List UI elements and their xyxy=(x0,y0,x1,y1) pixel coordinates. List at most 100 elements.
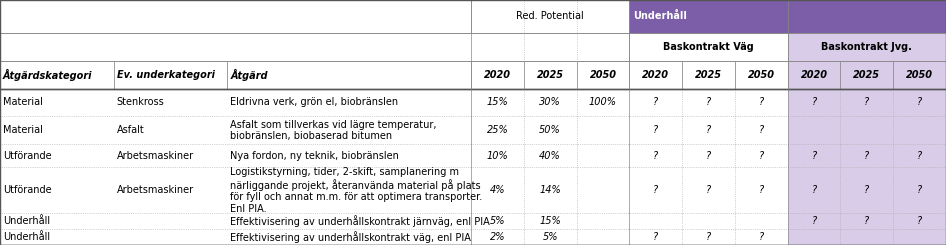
Bar xyxy=(0,167,114,213)
Text: Arbetsmaskiner: Arbetsmaskiner xyxy=(116,185,194,196)
Text: Material: Material xyxy=(3,125,43,135)
Bar xyxy=(735,116,788,144)
Bar xyxy=(524,144,576,167)
Bar xyxy=(576,167,629,213)
Bar xyxy=(629,229,682,245)
Bar xyxy=(524,229,576,245)
Bar xyxy=(576,88,629,116)
Bar xyxy=(524,61,576,88)
Bar xyxy=(114,88,227,116)
Bar xyxy=(788,88,840,116)
Bar xyxy=(576,213,629,229)
Bar xyxy=(0,213,114,229)
Text: Material: Material xyxy=(3,98,43,108)
Text: Ev. underkategori: Ev. underkategori xyxy=(116,70,215,80)
Bar xyxy=(682,88,735,116)
Text: ?: ? xyxy=(865,185,869,196)
Bar xyxy=(893,61,946,88)
Bar xyxy=(576,61,629,88)
Bar xyxy=(788,213,840,229)
Text: ?: ? xyxy=(812,151,816,161)
Text: ?: ? xyxy=(812,98,816,108)
Text: ?: ? xyxy=(759,185,763,196)
Bar xyxy=(227,116,471,144)
Bar xyxy=(893,229,946,245)
Text: ?: ? xyxy=(759,232,763,242)
Bar xyxy=(893,116,946,144)
Text: Åtgärdskategori: Åtgärdskategori xyxy=(3,69,93,81)
Bar xyxy=(227,213,471,229)
Text: ?: ? xyxy=(706,151,711,161)
Bar xyxy=(840,167,893,213)
Text: ?: ? xyxy=(917,185,922,196)
Bar xyxy=(629,144,682,167)
Bar xyxy=(114,167,227,213)
Text: 10%: 10% xyxy=(486,151,508,161)
Text: ?: ? xyxy=(865,98,869,108)
Bar xyxy=(840,116,893,144)
Bar xyxy=(524,88,576,116)
Bar xyxy=(682,229,735,245)
Text: ?: ? xyxy=(917,98,922,108)
Bar xyxy=(471,167,524,213)
Text: 5%: 5% xyxy=(542,232,558,242)
Text: ?: ? xyxy=(759,151,763,161)
Text: ?: ? xyxy=(865,151,869,161)
Text: ?: ? xyxy=(917,216,922,226)
Bar xyxy=(471,213,524,229)
Bar xyxy=(735,167,788,213)
Text: 2020: 2020 xyxy=(642,70,669,80)
Bar xyxy=(227,144,471,167)
Bar xyxy=(114,213,227,229)
Text: Utförande: Utförande xyxy=(3,185,51,196)
Text: ?: ? xyxy=(865,216,869,226)
Bar xyxy=(629,213,682,229)
Bar xyxy=(788,144,840,167)
Bar xyxy=(0,88,114,116)
Text: 2020: 2020 xyxy=(483,70,511,80)
Text: 100%: 100% xyxy=(589,98,617,108)
Bar xyxy=(0,116,114,144)
Bar xyxy=(227,229,471,245)
Bar xyxy=(114,116,227,144)
Bar xyxy=(629,88,682,116)
Bar xyxy=(629,116,682,144)
Text: Asfalt som tillverkas vid lägre temperatur,
biobränslen, biobaserad bitumen: Asfalt som tillverkas vid lägre temperat… xyxy=(230,120,437,141)
Text: 2050: 2050 xyxy=(589,70,617,80)
Text: ?: ? xyxy=(653,98,658,108)
Bar xyxy=(840,88,893,116)
Text: ?: ? xyxy=(706,232,711,242)
Text: Stenkross: Stenkross xyxy=(116,98,165,108)
Text: Effektivisering av underhållskontrakt järnväg, enl PIA: Effektivisering av underhållskontrakt jä… xyxy=(230,215,490,227)
Text: ?: ? xyxy=(706,125,711,135)
Text: ?: ? xyxy=(706,98,711,108)
Bar xyxy=(629,61,682,88)
Bar xyxy=(0,229,114,245)
Text: 40%: 40% xyxy=(539,151,561,161)
Bar xyxy=(840,213,893,229)
Bar xyxy=(840,61,893,88)
Bar xyxy=(471,0,629,33)
Text: 5%: 5% xyxy=(490,216,505,226)
Bar xyxy=(0,33,629,61)
Text: Baskontrakt Jvg.: Baskontrakt Jvg. xyxy=(821,42,912,52)
Bar xyxy=(840,229,893,245)
Bar xyxy=(576,229,629,245)
Text: 2025: 2025 xyxy=(853,70,881,80)
Bar xyxy=(471,61,524,88)
Text: ?: ? xyxy=(653,185,658,196)
Bar xyxy=(114,144,227,167)
Text: ?: ? xyxy=(653,232,658,242)
Text: ?: ? xyxy=(759,125,763,135)
Text: 15%: 15% xyxy=(539,216,561,226)
Bar xyxy=(524,167,576,213)
Bar xyxy=(471,88,524,116)
Text: ?: ? xyxy=(812,185,816,196)
Text: Åtgärd: Åtgärd xyxy=(230,69,268,81)
Text: 2050: 2050 xyxy=(747,70,775,80)
Bar xyxy=(735,213,788,229)
Text: Arbetsmaskiner: Arbetsmaskiner xyxy=(116,151,194,161)
Text: Effektivisering av underhållskontrakt väg, enl PIA: Effektivisering av underhållskontrakt vä… xyxy=(230,231,471,243)
Bar xyxy=(788,167,840,213)
Text: 14%: 14% xyxy=(539,185,561,196)
